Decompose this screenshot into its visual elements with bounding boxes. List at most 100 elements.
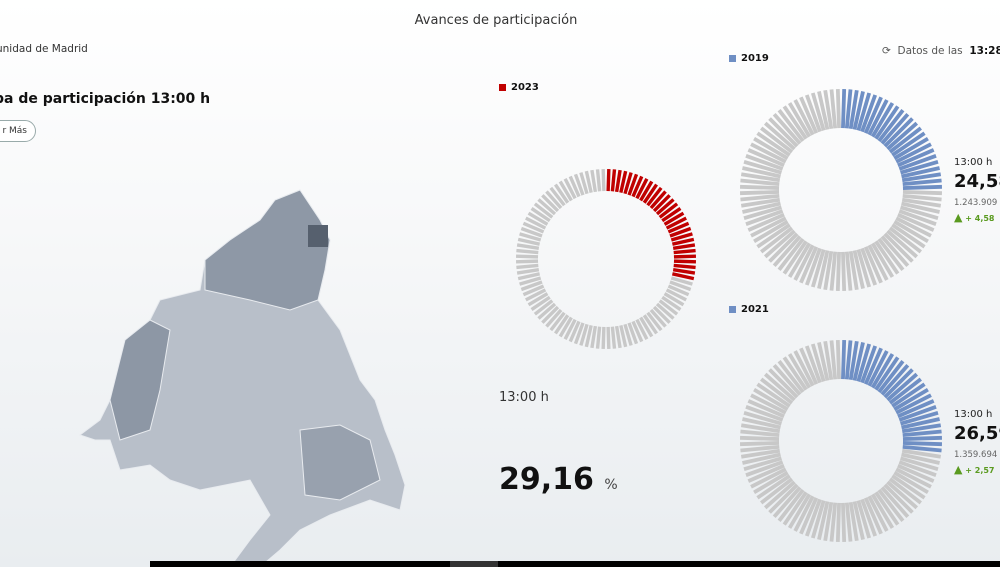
donut-segment-empty — [573, 173, 585, 196]
donut-segment-empty — [817, 501, 830, 540]
donut-segment-empty — [745, 404, 784, 422]
donut-segment-empty — [642, 314, 658, 335]
donut-segment-filled — [670, 232, 693, 242]
donut-segment-empty — [877, 488, 905, 522]
time-2021: 13:00 h — [954, 409, 993, 420]
donut-segment-filled — [852, 342, 865, 381]
donut-segment-empty — [768, 232, 799, 263]
donut-segment-empty — [901, 201, 940, 214]
donut-segment-empty — [747, 399, 785, 419]
donut-segment-empty — [763, 372, 796, 402]
donut-segment-empty — [601, 168, 606, 192]
donut-segment-empty — [579, 323, 589, 346]
donut-segment-filled — [891, 131, 926, 157]
stats-2021: 13:00 h 26,59 1.359.694 ▲ + 2,57 — [954, 409, 1000, 476]
donut-segment-filled — [891, 382, 926, 408]
donut-segment-empty — [563, 318, 577, 340]
donut-segment-empty — [740, 197, 781, 208]
donut-segment-empty — [860, 498, 878, 537]
donut-segment-filled — [877, 360, 905, 394]
donut-segment-empty — [517, 237, 541, 246]
donut-segment-empty — [898, 460, 937, 478]
donut-2019 — [739, 88, 943, 292]
donut-segment-empty — [530, 207, 551, 223]
donut-segment-empty — [829, 89, 838, 129]
donut-segment-empty — [610, 326, 617, 349]
votes-2019: 1.243.909 — [954, 198, 998, 208]
donut-segment-filled — [897, 148, 935, 168]
donut-segment-empty — [841, 251, 847, 292]
donut-segment-empty — [545, 190, 563, 210]
donut-segment-empty — [541, 194, 560, 213]
donut-segment-empty — [747, 148, 785, 168]
bottom-bar — [150, 561, 1000, 567]
donut-segment-filled — [874, 105, 900, 140]
donut-segment-filled — [863, 96, 883, 134]
donut-segment-filled — [606, 168, 611, 192]
donut-segment-empty — [835, 88, 841, 129]
donut-segment-filled — [631, 175, 644, 198]
donut-segment-filled — [898, 404, 937, 422]
donut-segment-empty — [516, 267, 540, 275]
donut-segment-empty — [860, 247, 878, 286]
donut-segment-empty — [835, 339, 841, 380]
donut-segment-empty — [782, 356, 808, 391]
donut-segment-filled — [860, 94, 878, 133]
donut-segment-filled — [880, 363, 910, 396]
donut-segment-empty — [627, 322, 639, 345]
donut-segment-empty — [756, 474, 791, 500]
donut-2021 — [739, 339, 943, 543]
map-municipality-highlight — [308, 225, 328, 247]
donut-segment-empty — [525, 288, 547, 302]
donut-segment-filled — [888, 126, 922, 154]
donut-segment-empty — [568, 320, 581, 343]
donut-segment-empty — [745, 460, 784, 478]
donut-segment-empty — [541, 305, 560, 324]
donut-segment-filled — [672, 267, 696, 275]
donut-segment-empty — [900, 456, 939, 472]
donut-segment-filled — [883, 368, 914, 399]
donut-segment-empty — [793, 99, 815, 136]
donut-segment-empty — [747, 463, 785, 483]
madrid-map[interactable] — [0, 180, 420, 567]
donut-segment-empty — [867, 495, 889, 532]
donut-segment-empty — [829, 251, 838, 291]
donut-segment-filled — [610, 169, 617, 192]
donut-segment-empty — [606, 326, 611, 350]
donut-segment-empty — [520, 226, 543, 238]
donut-segment-empty — [897, 212, 935, 232]
donut-segment-empty — [793, 244, 815, 281]
scrollbar-thumb[interactable] — [450, 561, 498, 567]
donut-segment-filled — [663, 211, 685, 226]
donut-segment-empty — [891, 474, 926, 500]
donut-segment-empty — [848, 250, 859, 291]
donut-segment-empty — [743, 410, 782, 426]
donut-segment-empty — [753, 387, 789, 412]
donut-segment-filled — [901, 166, 940, 179]
donut-segment-empty — [772, 363, 802, 396]
donut-segment-filled — [652, 194, 671, 213]
donut-segment-empty — [740, 172, 781, 183]
donut-segment-empty — [516, 248, 539, 255]
donut-segment-empty — [739, 441, 780, 447]
see-more-button[interactable]: r Más — [0, 120, 36, 142]
donut-segment-filled — [900, 410, 939, 426]
donut-segment-empty — [823, 250, 834, 291]
donut-segment-empty — [655, 302, 675, 320]
donut-segment-empty — [895, 216, 932, 238]
donut-segment-empty — [516, 243, 540, 251]
donut-segment-filled — [844, 340, 853, 380]
donut-segment-filled — [902, 429, 942, 438]
donut-segment-empty — [817, 91, 830, 130]
donut-segment-filled — [863, 347, 883, 385]
donut-segment-empty — [670, 276, 693, 286]
donut-segment-empty — [804, 247, 822, 286]
donut-segment-empty — [545, 308, 563, 328]
donut-segment-filled — [880, 112, 910, 145]
donut-segment-empty — [739, 435, 780, 441]
donut-segment-empty — [763, 480, 796, 510]
donut-segment-filled — [671, 237, 695, 246]
donut-segment-empty — [658, 299, 679, 316]
donut-segment-empty — [753, 470, 789, 495]
